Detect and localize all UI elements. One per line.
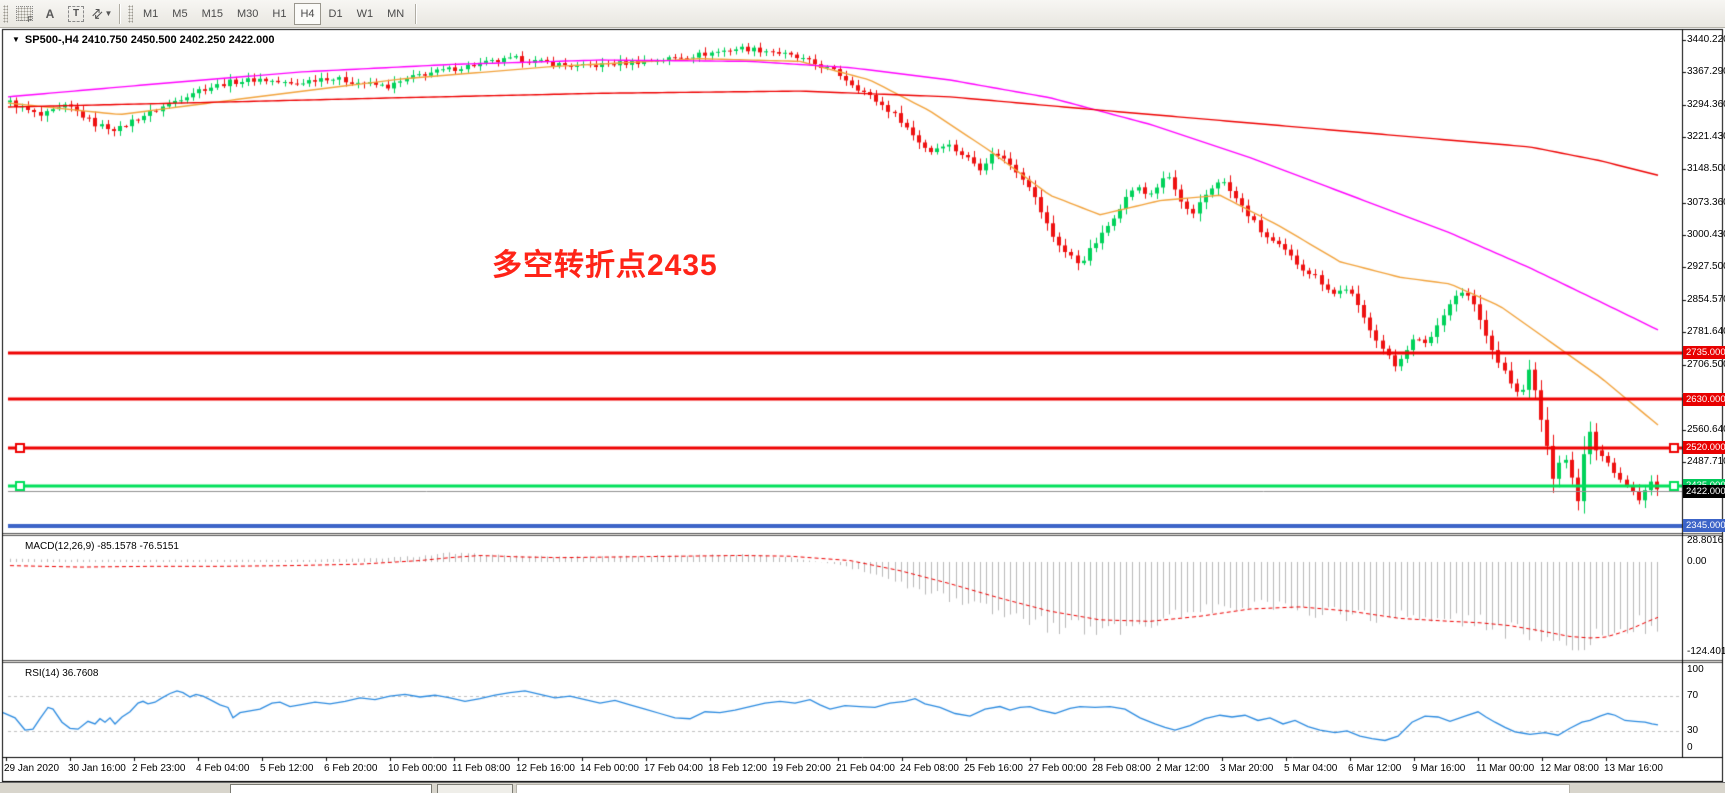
time-axis-label: 4 Feb 04:00 <box>196 763 250 774</box>
hline-2520[interactable] <box>8 445 1682 451</box>
time-axis-label: 12 Mar 08:00 <box>1540 763 1599 774</box>
time-axis-label: 2 Feb 23:00 <box>132 763 186 774</box>
price-axis-label: 2927.500 <box>1687 261 1725 273</box>
hline-2735[interactable] <box>8 350 1682 356</box>
rsi-scale-label: 0 <box>1687 742 1693 753</box>
timeframe-button-h4[interactable]: H4 <box>294 2 321 25</box>
price-axis-label: 3440.220 <box>1687 34 1725 45</box>
time-axis-label: 24 Feb 08:00 <box>900 763 959 774</box>
timeframe-button-d1[interactable]: D1 <box>328 7 343 20</box>
price-axis-label: 2487.710 <box>1687 456 1725 468</box>
price-axis-label: 2781.640 <box>1687 325 1725 337</box>
time-axis-label: 29 Jan 2020 <box>4 763 60 774</box>
chart-annotation-text[interactable]: 多空转折点2435 <box>492 249 718 282</box>
price-badge-2735: 2735.000 <box>1683 346 1725 360</box>
boxed-t-glyph: T <box>68 5 84 22</box>
time-axis-label: 17 Feb 04:00 <box>644 763 703 774</box>
time-axis-label: 5 Feb 12:00 <box>260 763 314 774</box>
hline-2345[interactable] <box>8 523 1682 529</box>
price-axis-label: 3073.360 <box>1687 196 1725 208</box>
macd-scale-label: 28.8016 <box>1687 535 1724 547</box>
hline-2435[interactable] <box>8 483 1682 489</box>
letter-a-glyph: A <box>45 6 55 21</box>
price-axis-label: 3294.360 <box>1687 98 1725 110</box>
price-badge-2630: 2630.000 <box>1683 392 1725 406</box>
time-axis-label: 30 Jan 16:00 <box>68 763 126 774</box>
timeframe-button-group: M1 M5 M15 M30 H1 H4 D1 W1 MN <box>136 2 411 25</box>
timeframe-toolbar-drag-handle[interactable] <box>128 4 133 23</box>
time-axis-label: 13 Mar 16:00 <box>1604 763 1663 774</box>
timeframe-button-m5[interactable]: M5 <box>172 7 188 20</box>
rsi-scale-label: 100 <box>1687 664 1704 675</box>
toolbar-separator-2 <box>415 3 418 24</box>
timeframe-button-h1[interactable]: H1 <box>272 7 287 20</box>
text-label-icon[interactable]: A <box>38 2 62 26</box>
symbol-ohlc-text: SP500-,H4 2410.750 2450.500 2402.250 242… <box>24 34 275 46</box>
price-axis-label: 3148.500 <box>1687 163 1725 175</box>
rsi-indicator-label: RSI(14) 36.7608 <box>25 668 99 679</box>
time-axis-label: 10 Feb 00:00 <box>388 763 447 774</box>
rsi-scale-label: 70 <box>1687 690 1699 702</box>
price-axis-label: 3221.430 <box>1687 130 1725 142</box>
arrows-glyph: ⇄ <box>87 3 106 23</box>
chart-tabs-strip <box>0 782 1725 793</box>
grid-glyph: F <box>15 6 33 24</box>
time-axis-label: 25 Feb 16:00 <box>964 763 1023 774</box>
dotted-grid-icon[interactable]: F <box>12 2 36 26</box>
timeframe-button-m1[interactable]: M1 <box>143 7 159 20</box>
price-axis-label: 2854.570 <box>1687 293 1725 305</box>
time-axis-label: 3 Mar 20:00 <box>1220 763 1274 774</box>
collapse-triangle-icon[interactable]: ▼ <box>12 35 20 44</box>
macd-indicator-label: MACD(12,26,9) -85.1578 -76.5151 <box>25 541 179 552</box>
toolbar-separator <box>119 3 121 24</box>
price-axis-label: 2706.500 <box>1687 359 1725 371</box>
toolbar-drag-handle[interactable] <box>3 4 8 23</box>
chart-header: ▼ SP500-,H4 2410.750 2450.500 2402.250 24… <box>12 34 274 46</box>
time-axis-label: 19 Feb 20:00 <box>772 763 831 774</box>
text-tool-icon[interactable]: T <box>64 2 88 26</box>
time-axis-label: 6 Feb 20:00 <box>324 763 378 774</box>
main-toolbar: F A T ⇄ ▼ M1 M5 M15 M30 H1 H4 D1 W1 MN <box>0 0 1725 28</box>
price-axis-label: 3000.430 <box>1687 228 1725 240</box>
dropdown-caret-icon[interactable]: ▼ <box>104 9 113 18</box>
price-axis-label: 2560.640 <box>1687 423 1725 435</box>
chart-tab[interactable] <box>437 784 513 793</box>
price-badge-2422: 2422.000 <box>1683 484 1725 498</box>
time-axis-label: 21 Feb 04:00 <box>836 763 895 774</box>
timeframe-button-w1[interactable]: W1 <box>356 7 374 20</box>
timeframe-button-m30[interactable]: M30 <box>236 7 259 20</box>
time-axis-label: 12 Feb 16:00 <box>516 763 575 774</box>
price-badge-2520: 2520.000 <box>1683 441 1725 455</box>
time-axis-label: 11 Mar 00:00 <box>1476 763 1535 774</box>
time-axis-label: 6 Mar 12:00 <box>1348 763 1402 774</box>
time-axis-label: 5 Mar 04:00 <box>1284 763 1338 774</box>
time-axis-label: 9 Mar 16:00 <box>1412 763 1466 774</box>
time-axis-label: 28 Feb 08:00 <box>1092 763 1151 774</box>
chart-canvas[interactable] <box>0 28 1725 782</box>
time-axis-label: 14 Feb 00:00 <box>580 763 639 774</box>
timeframe-button-m15[interactable]: M15 <box>201 7 223 20</box>
macd-scale-label: 0.00 <box>1687 556 1707 567</box>
draw-arrows-icon[interactable]: ⇄ ▼ <box>87 2 114 26</box>
timeframe-button-mn[interactable]: MN <box>387 7 405 20</box>
time-axis-label: 27 Feb 00:00 <box>1028 763 1087 774</box>
time-axis-label: 18 Feb 12:00 <box>708 763 767 774</box>
chart-window: ▼ SP500-,H4 2410.750 2450.500 2402.250 24… <box>0 28 1725 782</box>
time-axis-label: 11 Feb 08:00 <box>452 763 511 774</box>
price-axis-label: 3367.290 <box>1687 66 1725 78</box>
rsi-scale-label: 30 <box>1687 724 1699 736</box>
price-badge-2345: 2345.000 <box>1683 519 1725 533</box>
chart-tab-area[interactable] <box>516 784 1570 793</box>
time-axis-label: 2 Mar 12:00 <box>1156 763 1210 774</box>
chart-tab[interactable] <box>230 784 432 793</box>
hline-2630[interactable] <box>8 396 1682 402</box>
